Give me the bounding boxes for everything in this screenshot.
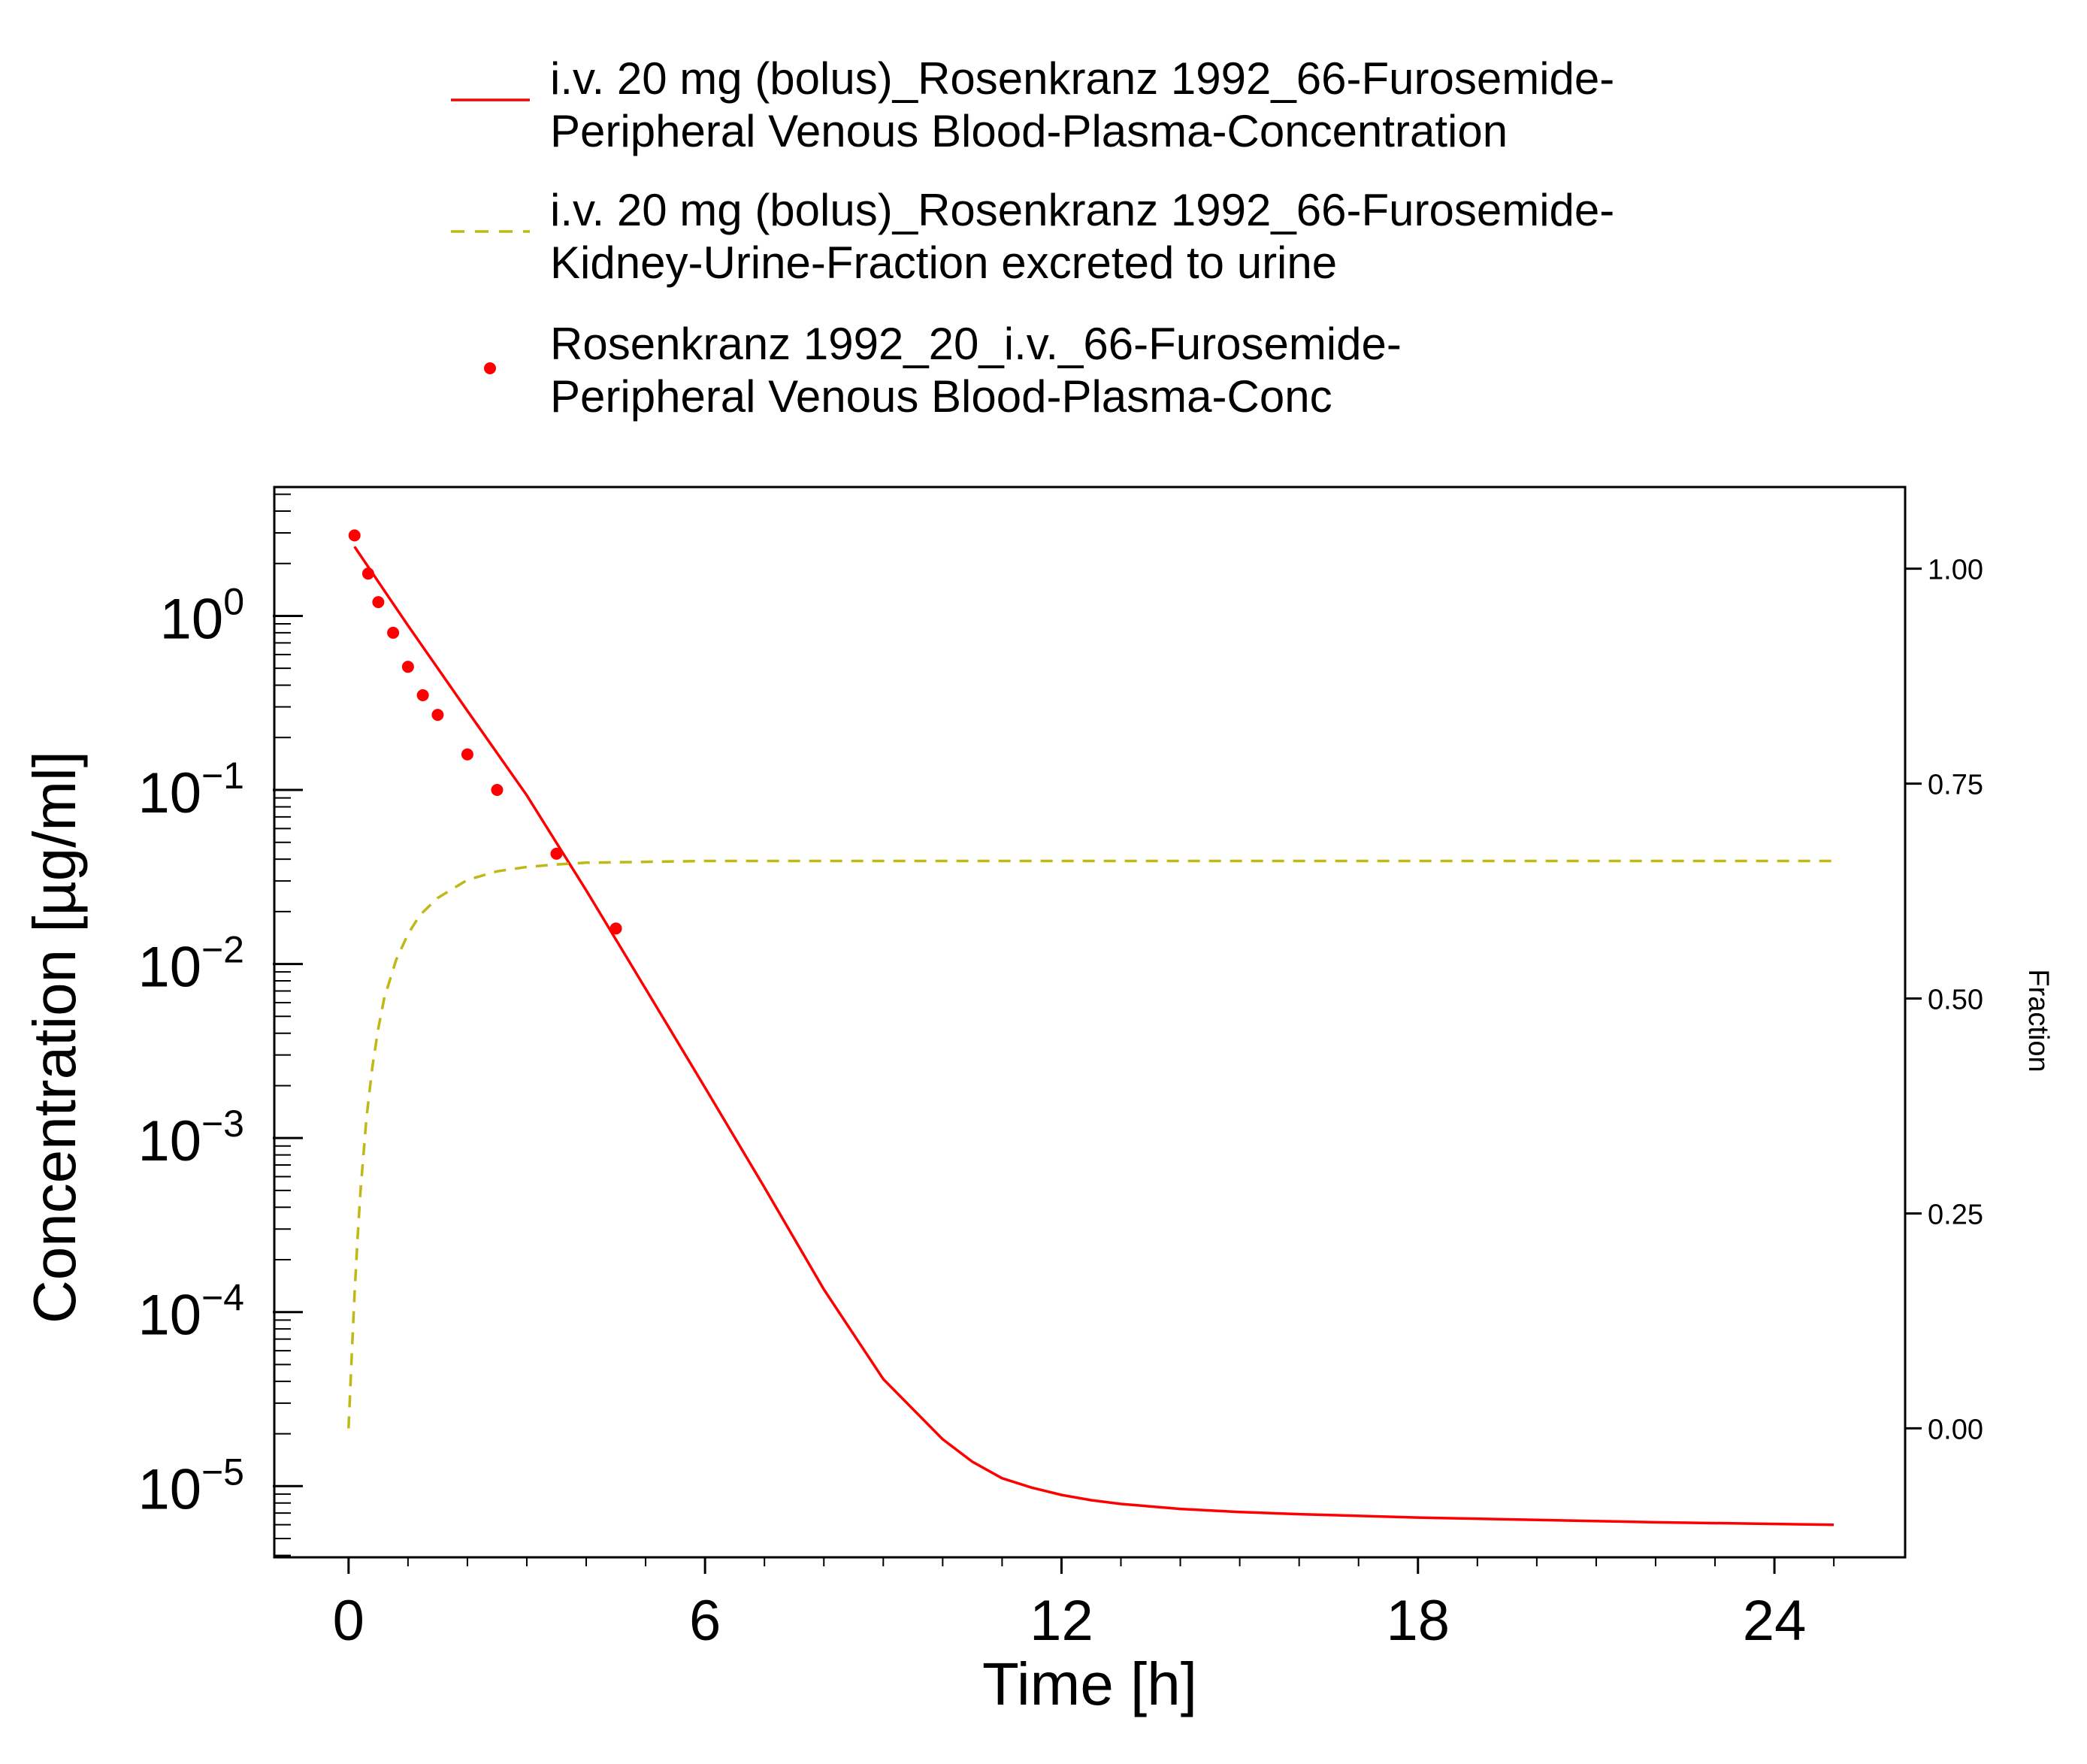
y-axis-left: 100 10−1 10−2 10−3 10−4 10−5	[138, 493, 303, 1557]
data-point	[401, 661, 414, 673]
y-tick-label: 10−1	[138, 755, 244, 825]
x-tick-label: 0	[333, 1589, 364, 1653]
legend-entry-text: Kidney-Urine-Fraction excreted to urine	[550, 238, 1337, 288]
series-line-concentration	[353, 546, 1834, 1526]
data-point	[387, 626, 400, 639]
data-point	[491, 784, 504, 797]
legend-entry-text: Peripheral Venous Blood-Plasma-Concentra…	[550, 106, 1508, 156]
y-tick-label: 10−2	[138, 929, 244, 1000]
data-point	[609, 922, 622, 935]
y-tick-label: 10−3	[138, 1103, 244, 1173]
legend-marker	[484, 362, 496, 374]
y2-tick-label: 0.50	[1928, 985, 1983, 1016]
y-axis-right: 0.00 0.25 0.50 0.75 1.00	[1905, 555, 1983, 1445]
data-point	[431, 709, 444, 722]
y2-tick-label: 0.75	[1928, 770, 1983, 801]
data-point	[348, 529, 361, 542]
y-tick-label: 100	[160, 580, 244, 651]
x-tick-label: 6	[689, 1589, 721, 1653]
legend: i.v. 20 mg (bolus)_Rosenkranz 1992_66-Fu…	[451, 53, 1614, 422]
legend-entry-text: i.v. 20 mg (bolus)_Rosenkranz 1992_66-Fu…	[550, 53, 1614, 104]
x-tick-label: 12	[1030, 1589, 1093, 1653]
x-tick-label: 24	[1743, 1589, 1807, 1653]
y-axis-label: Concentration [µg/ml]	[21, 751, 88, 1324]
x-axis: 0 6 12 18 24	[333, 1557, 1835, 1653]
y2-tick-label: 1.00	[1928, 555, 1983, 586]
y2-tick-label: 0.00	[1928, 1414, 1983, 1445]
data-point	[550, 847, 563, 860]
data-point	[372, 596, 385, 609]
plot-area	[347, 529, 1834, 1526]
legend-entry-text: i.v. 20 mg (bolus)_Rosenkranz 1992_66-Fu…	[550, 185, 1614, 235]
data-point	[461, 748, 473, 761]
data-point	[416, 689, 429, 702]
x-axis-label: Time [h]	[982, 1651, 1197, 1717]
y-tick-label: 10−5	[138, 1451, 244, 1521]
y2-tick-label: 0.25	[1928, 1199, 1983, 1230]
x-tick-label: 18	[1386, 1589, 1450, 1653]
series-line-fraction	[347, 859, 1834, 1429]
series-layer	[347, 529, 1834, 1526]
data-point	[361, 567, 374, 580]
y-tick-label: 10−4	[138, 1277, 244, 1348]
plot-frame	[273, 486, 1907, 1559]
legend-entry-text: Peripheral Venous Blood-Plasma-Conc	[550, 371, 1332, 422]
y2-axis-label: Fraction	[2022, 969, 2054, 1072]
legend-entry-text: Rosenkranz 1992_20_i.v._66-Furosemide-	[550, 319, 1402, 369]
